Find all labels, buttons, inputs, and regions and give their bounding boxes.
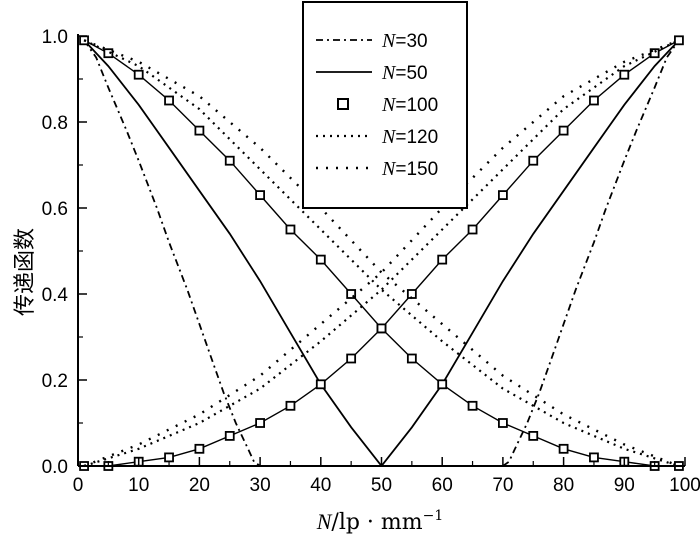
y-tick-label: 0.2 (42, 371, 68, 392)
legend-item-n50: N=50 (316, 62, 428, 84)
data-point (346, 353, 357, 364)
data-point (497, 418, 508, 428)
data-point (285, 400, 296, 411)
data-point (164, 95, 174, 106)
x-tick-label: 60 (432, 475, 453, 496)
x-tick-label: 90 (614, 475, 635, 496)
data-point (674, 35, 684, 46)
data-point (194, 443, 205, 454)
data-point (528, 430, 539, 441)
legend-value: =30 (395, 31, 427, 52)
series-line (83, 39, 261, 467)
legend-symbol: N (381, 30, 397, 52)
data-point (528, 155, 539, 166)
x-axis-symbol: N (316, 509, 333, 534)
legend-value: =150 (395, 159, 438, 180)
series-n120 (83, 39, 680, 468)
y-tick-label: 0.0 (42, 457, 68, 478)
legend-symbol: N (381, 94, 397, 116)
series-n50 (83, 39, 680, 467)
data-point (103, 48, 114, 59)
data-point (164, 452, 174, 463)
legend-value: =50 (395, 63, 427, 84)
x-tick-label: 50 (371, 475, 392, 496)
data-point (406, 353, 417, 364)
legend-label: N=50 (381, 62, 428, 84)
data-point (467, 224, 478, 235)
legend-frame (302, 1, 468, 209)
y-axis-title: 传递函数 (13, 228, 38, 316)
legend-item-n100: N=100 (337, 94, 438, 116)
y-tick-label: 0.8 (42, 113, 68, 134)
data-point (224, 430, 235, 441)
x-tick-label: 80 (553, 475, 574, 496)
data-point (346, 289, 357, 299)
data-point (255, 418, 266, 428)
data-point (558, 443, 569, 454)
data-point (558, 125, 569, 136)
data-point (133, 69, 144, 80)
legend-value: =100 (395, 95, 438, 116)
legend-item-n120: N=120 (316, 126, 438, 148)
legend-symbol: N (381, 126, 397, 148)
y-tick-label: 0.4 (42, 285, 69, 306)
legend-item-n30: N=30 (316, 30, 428, 52)
series-n30 (83, 39, 680, 467)
legend-swatch (337, 98, 349, 110)
x-axis-exponent: −1 (423, 508, 444, 524)
x-tick-label: 30 (250, 475, 271, 496)
data-point (589, 452, 599, 463)
x-axis-unit: /lp · mm (331, 510, 422, 535)
series-line (380, 39, 680, 467)
x-tick-label: 20 (189, 475, 210, 496)
legend-value: =120 (395, 127, 438, 148)
series-line (502, 39, 680, 467)
series-line (83, 39, 680, 468)
x-tick-label: 70 (492, 475, 513, 496)
x-tick-label: 40 (310, 475, 331, 496)
data-point (315, 254, 326, 265)
chart-axes: 0 10 20 30 40 50 60 70 80 90 100 0.0 0.2 0.4 0.6 0.8 1.0 (42, 27, 700, 496)
data-point (285, 224, 296, 235)
data-point (649, 48, 660, 59)
data-point (194, 125, 205, 136)
legend-label: N=100 (381, 94, 438, 116)
data-point (437, 379, 448, 390)
x-axis-title: N/lp · mm−1 (316, 508, 444, 535)
legend-label: N=120 (381, 126, 438, 148)
data-point (467, 400, 478, 411)
series-line (83, 39, 383, 467)
data-point (497, 190, 508, 201)
legend-label: N=150 (381, 158, 438, 180)
y-tick-label: 1.0 (42, 27, 68, 48)
data-point (619, 69, 630, 80)
data-point (589, 95, 599, 106)
x-tick-label: 100 (669, 475, 700, 496)
data-point (79, 35, 89, 46)
legend-label: N=30 (381, 30, 428, 52)
legend-symbol: N (381, 62, 397, 84)
data-point (315, 379, 326, 390)
legend-item-n150: N=150 (316, 158, 438, 180)
data-point (376, 323, 387, 334)
x-tick-label: 10 (128, 475, 149, 496)
legend-symbol: N (381, 158, 397, 180)
y-tick-label: 0.6 (42, 199, 68, 220)
data-point (255, 190, 266, 201)
x-tick-label: 0 (73, 475, 84, 496)
data-point (224, 155, 235, 166)
data-point (437, 254, 448, 265)
